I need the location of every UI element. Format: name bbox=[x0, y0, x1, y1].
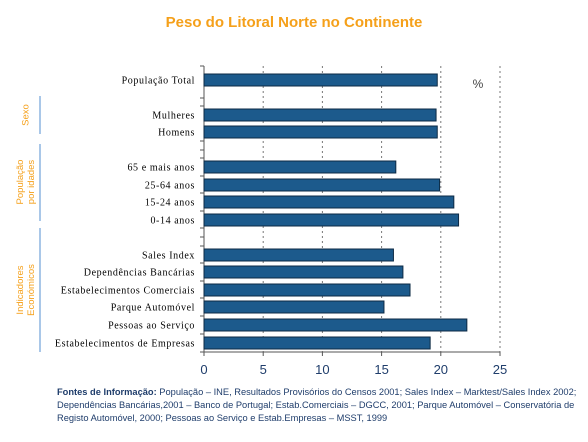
category-label: Pessoas ao Serviço bbox=[108, 321, 195, 332]
bar bbox=[203, 300, 385, 314]
category-label: Estabelecimentos de Empresas bbox=[55, 339, 195, 350]
x-tick-label: 0 bbox=[200, 362, 207, 377]
x-tick-label: 25 bbox=[493, 362, 507, 377]
unit-label: % bbox=[473, 77, 484, 91]
bar bbox=[203, 248, 394, 262]
bar bbox=[203, 265, 404, 279]
category-label: Dependências Bancárias bbox=[84, 268, 195, 279]
category-label: População Total bbox=[122, 76, 195, 87]
category-label: 25-64 anos bbox=[145, 181, 195, 192]
bar bbox=[203, 318, 468, 332]
category-label: 0-14 anos bbox=[150, 216, 195, 227]
bar bbox=[203, 195, 455, 209]
bar bbox=[203, 336, 431, 350]
bar bbox=[203, 160, 397, 174]
category-label: Homens bbox=[158, 128, 195, 139]
source-note: Fontes de Informação: População – INE, R… bbox=[57, 386, 577, 425]
bar bbox=[203, 283, 411, 297]
bar bbox=[203, 125, 438, 139]
group-label: Sexo bbox=[21, 104, 32, 126]
group-label: População bbox=[15, 160, 26, 205]
chart-title: Peso do Litoral Norte no Continente bbox=[165, 14, 423, 31]
category-label: Estabelecimentos Comerciais bbox=[61, 286, 195, 297]
group-label: Indicadores bbox=[15, 265, 26, 314]
bar bbox=[203, 213, 460, 227]
x-tick-label: 15 bbox=[374, 362, 388, 377]
category-label: 65 e mais anos bbox=[127, 163, 195, 174]
bar bbox=[203, 178, 441, 192]
category-label: Parque Automóvel bbox=[111, 303, 195, 314]
category-label: Sales Index bbox=[142, 251, 195, 262]
x-tick-label: 5 bbox=[260, 362, 267, 377]
x-tick-label: 10 bbox=[315, 362, 329, 377]
bar bbox=[203, 108, 437, 122]
category-label: 15-24 anos bbox=[145, 198, 195, 209]
source-text: População – INE, Resultados Provisórios … bbox=[57, 387, 577, 423]
bar bbox=[203, 73, 438, 87]
x-tick-label: 20 bbox=[434, 362, 448, 377]
source-heading: Fontes de Informação: bbox=[57, 387, 157, 397]
group-label: por idades bbox=[26, 160, 37, 205]
group-label: Económicos bbox=[26, 264, 37, 316]
category-label: Mulheres bbox=[152, 111, 195, 122]
